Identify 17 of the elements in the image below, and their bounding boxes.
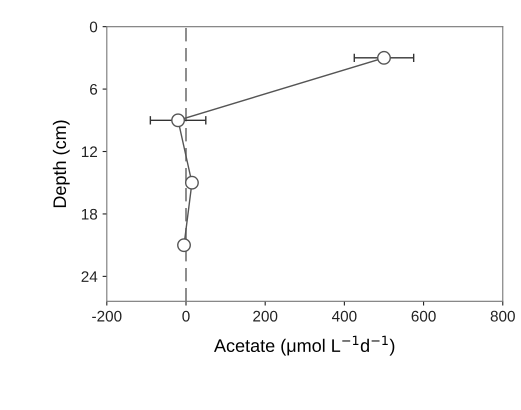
x-tick-label: 0 [182,310,190,322]
x-tick-label: -200 [92,310,122,322]
y-tick-label: 0 [90,22,98,32]
point [171,113,186,128]
point [184,176,199,190]
y-axis-title: Depth (cm) [52,120,70,208]
y-tick-label: 6 [90,84,98,95]
y-tick-label: 24 [82,271,98,282]
x-tick-label: 600 [412,310,436,322]
point [177,238,191,252]
x-tick-label: 400 [332,310,357,322]
y-tick-label: 12 [82,146,98,158]
point [377,50,391,65]
x-axis-title: Acetate (μmol L$^{−1}$d$^{−1}$) [214,336,394,356]
x-tick-label: 200 [253,310,278,322]
x-tick-label: 800 [490,310,515,322]
y-tick-label: 18 [82,208,98,220]
